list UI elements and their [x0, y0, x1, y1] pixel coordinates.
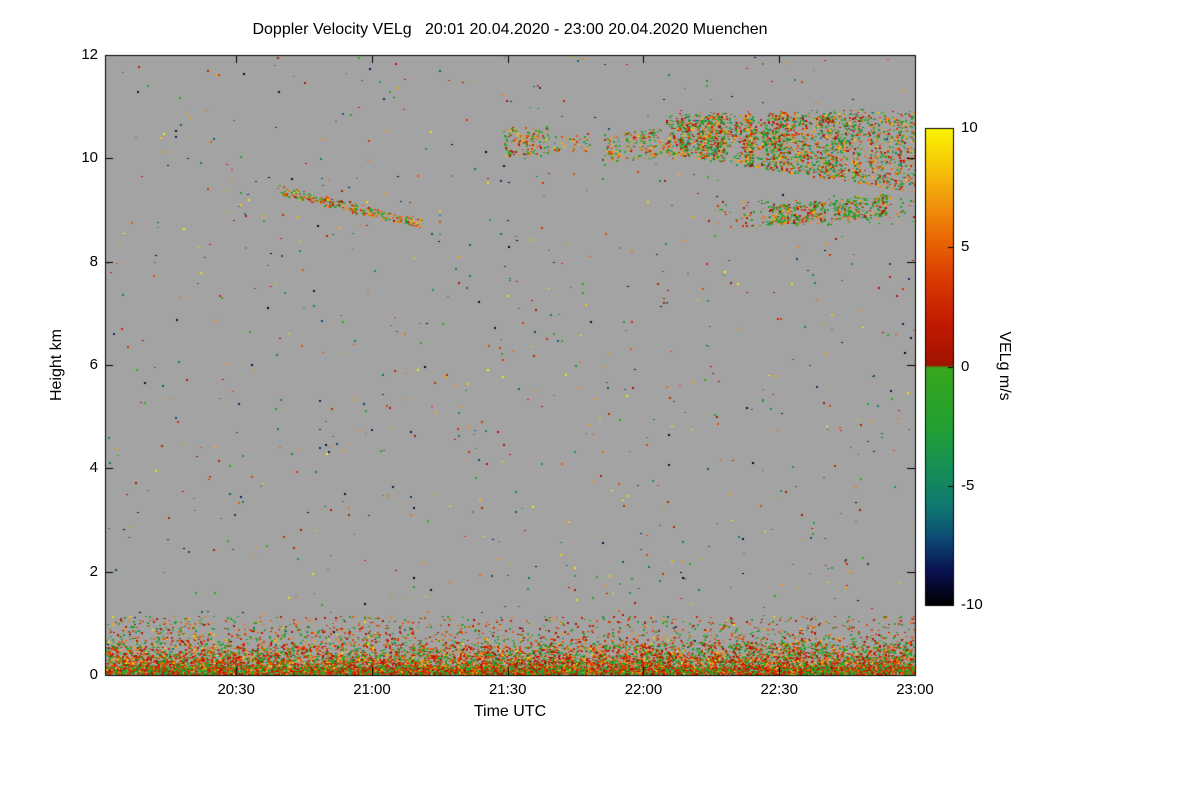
x-tick-label: 20:30 — [217, 681, 255, 698]
colorbar-tick-label: 0 — [961, 357, 970, 375]
x-axis-label: Time UTC — [473, 703, 547, 720]
colorbar-tick-label: 10 — [961, 119, 978, 136]
y-tick-label: 0 — [89, 666, 98, 683]
colorbar-tick-label: -10 — [961, 596, 983, 613]
y-tick-label: 2 — [89, 562, 98, 580]
x-tick-label: 21:30 — [488, 681, 527, 698]
y-tick-label: 12 — [81, 46, 98, 63]
colorbar-tick-label: -5 — [961, 476, 975, 494]
x-tick-label: 22:30 — [760, 681, 798, 698]
x-tick-label: 23:00 — [896, 681, 934, 698]
x-tick-label: 22:00 — [624, 681, 663, 698]
plot-title: Doppler Velocity VELg 20:01 20.04.2020 -… — [252, 21, 768, 38]
y-tick-label: 8 — [89, 252, 98, 270]
colorbar-tick-label: 5 — [961, 238, 970, 256]
y-tick-label: 6 — [89, 356, 98, 373]
y-tick-label: 4 — [89, 459, 98, 477]
y-tick-label: 10 — [81, 149, 98, 167]
x-tick-label: 21:00 — [353, 681, 391, 698]
